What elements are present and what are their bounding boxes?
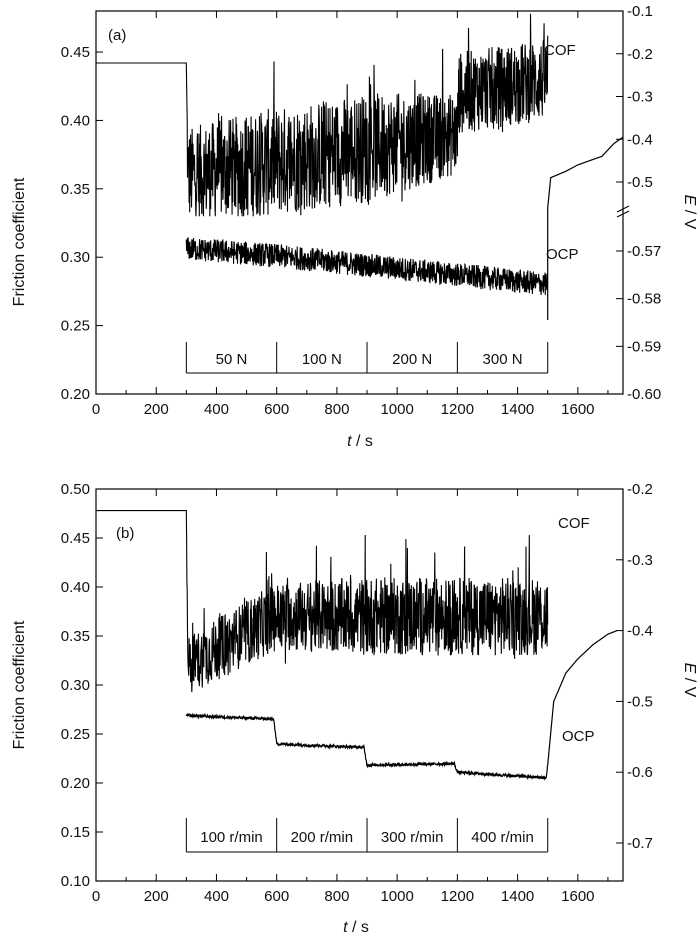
y-axis-ticks-b: 0.10 0.15 0.20 0.25 0.30 0.35 0.40 0.45 0.50	[61, 481, 103, 890]
x-tick-label: 400	[204, 888, 229, 905]
x-tick-label: 1400	[501, 401, 534, 418]
stage-label: 400 r/min	[471, 829, 534, 846]
y-tick-label: 0.40	[61, 112, 90, 129]
y2-tick-label: -0.57	[627, 243, 661, 260]
series-line-ocp-recovery	[547, 136, 624, 320]
y2-tick-label: -0.3	[627, 552, 653, 569]
y-tick-label: 0.20	[61, 775, 90, 792]
annotation-cof-a: COF	[544, 42, 576, 59]
y-tick-label: 0.15	[61, 824, 90, 841]
stage-brackets-a: 50 N 100 N 200 N 300 N	[185, 342, 549, 374]
stage-brackets-b: 100 r/min 200 r/min 300 r/min 400 r/min	[185, 818, 549, 853]
panel-a: 0 200 400 600 800 1000 1200 1400 1600 0.200.250.…	[11, 3, 698, 450]
plot-frame-b	[95, 488, 624, 882]
x-tick-label: 200	[144, 401, 169, 418]
series-b	[96, 510, 618, 781]
y-tick-label: 0.20	[61, 386, 90, 403]
x-tick-label: 1200	[441, 888, 474, 905]
panel-label-a: (a)	[108, 27, 126, 44]
y2-tick-label: -0.4	[627, 131, 653, 148]
y-tick-label: 0.45	[61, 44, 90, 61]
x-tick-label: 1400	[501, 888, 534, 905]
plot-frame-a	[95, 10, 624, 395]
annotation-ocp-a: OCP	[546, 246, 579, 263]
x-axis-ticks-b: 0 200 400 600 800 1000 1200 1400 1600	[92, 489, 609, 905]
x-tick-label: 1000	[380, 401, 413, 418]
y2-tick-label: -0.1	[627, 3, 653, 20]
y-tick-label: 0.10	[61, 873, 90, 890]
y2-tick-label: -0.60	[627, 386, 661, 403]
stage-label: 200 r/min	[291, 829, 354, 846]
axis-break-mark-a	[616, 205, 630, 218]
stage-label: 100 N	[302, 351, 342, 368]
y2-axis-ticks-a: -0.1 -0.2 -0.3 -0.4 -0.5 -0.57 -0.58 -0.59 -0.60	[616, 3, 661, 403]
y-tick-label: 0.40	[61, 579, 90, 596]
y2-axis-title-b: E / V	[681, 663, 698, 698]
y-tick-label: 0.50	[61, 481, 90, 498]
x-axis-title-a: t / s	[347, 433, 373, 450]
stage-label: 50 N	[216, 351, 248, 368]
x-tick-label: 600	[264, 401, 289, 418]
stage-label: 200 N	[392, 351, 432, 368]
series-line-ocp	[185, 630, 618, 781]
y-axis-title-b: Friction coefficient	[11, 620, 28, 749]
y2-tick-label: -0.5	[627, 174, 653, 191]
y2-tick-label: -0.2	[627, 46, 653, 63]
y2-tick-label: -0.6	[627, 764, 653, 781]
y-tick-label: 0.30	[61, 677, 90, 694]
x-tick-label: 200	[144, 888, 169, 905]
y2-tick-label: -0.5	[627, 693, 653, 710]
x-tick-label: 0	[92, 888, 100, 905]
y2-tick-label: -0.2	[627, 481, 653, 498]
y2-axis-ticks-b: -0.2 -0.3 -0.4 -0.5 -0.6 -0.7	[616, 481, 653, 852]
stage-label: 100 r/min	[200, 829, 263, 846]
x-tick-label: 800	[324, 401, 349, 418]
y2-tick-label: -0.58	[627, 291, 661, 308]
y-tick-label: 0.35	[61, 628, 90, 645]
y2-tick-label: -0.59	[627, 338, 661, 355]
y-tick-label: 0.25	[61, 318, 90, 335]
x-tick-label: 1000	[380, 888, 413, 905]
x-tick-label: 600	[264, 888, 289, 905]
y2-axis-title-a: E / V	[681, 195, 698, 230]
y2-tick-label: -0.4	[627, 623, 653, 640]
x-tick-label: 1200	[441, 401, 474, 418]
x-axis-ticks-a: 0 200 400 600 800 1000 1200 1400 1600	[92, 11, 609, 418]
y2-tick-label: -0.3	[627, 89, 653, 106]
x-tick-label: 800	[324, 888, 349, 905]
series-a	[96, 13, 624, 320]
y-axis-title-a: Friction coefficient	[11, 177, 28, 306]
panel-label-b: (b)	[116, 525, 134, 542]
series-line-cof	[96, 510, 549, 693]
y-tick-label: 0.45	[61, 530, 90, 547]
x-tick-label: 1600	[561, 401, 594, 418]
stage-label: 300 r/min	[381, 829, 444, 846]
y-tick-label: 0.35	[61, 181, 90, 198]
x-tick-label: 1600	[561, 888, 594, 905]
annotation-cof-b: COF	[558, 515, 590, 532]
y-tick-label: 0.30	[61, 249, 90, 266]
annotation-ocp-b: OCP	[562, 728, 595, 745]
x-tick-label: 0	[92, 401, 100, 418]
y-tick-label: 0.25	[61, 726, 90, 743]
y2-tick-label: -0.7	[627, 835, 653, 852]
panel-b: 0 200 400 600 800 1000 1200 1400 1600 0.100.150.…	[11, 481, 698, 936]
x-tick-label: 400	[204, 401, 229, 418]
series-line-ocp	[185, 237, 549, 296]
series-line-cof	[96, 13, 549, 217]
x-axis-title-b: t / s	[343, 919, 369, 936]
stage-label: 300 N	[483, 351, 523, 368]
y-axis-ticks-a: 0.20 0.25 0.30 0.35 0.40 0.45	[61, 44, 103, 403]
